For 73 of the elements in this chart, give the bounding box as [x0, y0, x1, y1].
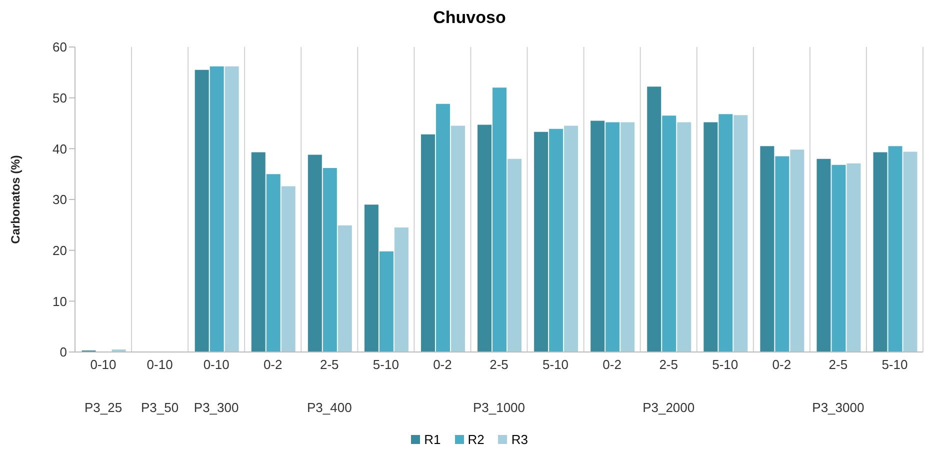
y-axis-title: Carbonatos (%) — [8, 155, 22, 244]
bar — [620, 122, 635, 352]
text: P3_2000 — [642, 400, 695, 415]
bar — [846, 163, 861, 352]
x-tick-label: 0-2 — [263, 357, 282, 372]
bar — [888, 146, 902, 352]
x-tick-label: 0-2 — [433, 357, 452, 372]
x-tick-label: 2-5 — [320, 357, 339, 372]
text: P3_1000 — [472, 400, 526, 415]
text: P3_50 — [141, 400, 179, 415]
bar — [492, 88, 507, 352]
x-tick-label: 2-5 — [828, 357, 848, 372]
y-tick-label: 60 — [52, 40, 67, 55]
text: P3_25 — [84, 400, 122, 415]
text: P3_400 — [306, 400, 352, 415]
bar — [590, 120, 605, 352]
bar — [790, 150, 804, 352]
text: P3_300 — [194, 400, 239, 415]
chart-title: Chuvoso — [432, 8, 507, 28]
bar — [281, 186, 296, 352]
bar — [308, 154, 322, 352]
bar — [832, 164, 846, 352]
bar — [450, 126, 465, 352]
y-tick-label: 10 — [52, 294, 67, 309]
bar — [194, 70, 209, 352]
bar — [903, 152, 918, 352]
bar — [478, 124, 492, 352]
y-tick-label: 40 — [52, 141, 67, 156]
y-tick-label: 0 — [60, 344, 67, 360]
x-tick-label: 0-10 — [203, 357, 230, 372]
x-tick-label: 5-10 — [542, 357, 569, 372]
bar — [436, 104, 450, 352]
legend-label: R1 — [423, 432, 441, 447]
bar — [338, 225, 352, 352]
x-tick-label: 5-10 — [712, 357, 738, 372]
bar — [224, 66, 239, 352]
bar — [210, 66, 224, 352]
bar — [549, 128, 564, 352]
bar — [322, 168, 337, 352]
x-tick-label: 0-2 — [772, 357, 792, 372]
x-tick-label: 0-2 — [602, 357, 622, 372]
bar — [760, 146, 774, 352]
bar — [662, 116, 676, 352]
bar — [647, 86, 662, 352]
legend-label: R2 — [466, 432, 484, 447]
legend-label: R3 — [510, 432, 528, 447]
bar — [379, 251, 394, 352]
y-tick-label: 30 — [52, 192, 67, 208]
x-tick-label: 2-5 — [490, 357, 508, 372]
bar — [677, 122, 692, 352]
x-tick-label: 5-10 — [882, 357, 908, 372]
x-tick-label: 2-5 — [659, 357, 678, 372]
bar — [420, 134, 435, 352]
bar — [564, 126, 578, 352]
x-tick-label: 5-10 — [372, 357, 399, 372]
y-tick-label: 50 — [52, 90, 67, 106]
bar — [534, 132, 548, 352]
bar — [734, 115, 748, 352]
bar — [266, 174, 280, 352]
bar — [251, 152, 266, 352]
bar — [816, 158, 831, 352]
bar — [364, 204, 378, 352]
text: P3_3000 — [812, 400, 864, 415]
bar — [704, 122, 718, 352]
bar — [873, 152, 888, 352]
bar — [775, 156, 790, 352]
x-tick-label: 0-10 — [146, 357, 173, 372]
bar — [606, 122, 620, 352]
bar — [508, 158, 522, 352]
x-tick-label: 0-10 — [90, 357, 116, 372]
bar — [718, 114, 733, 352]
bar — [394, 227, 408, 352]
y-tick-label: 20 — [52, 242, 67, 258]
